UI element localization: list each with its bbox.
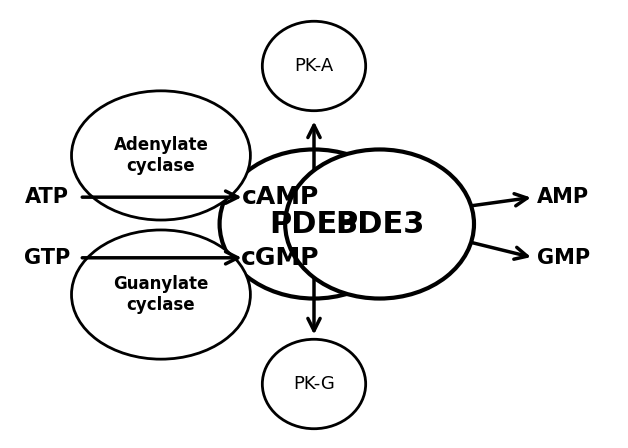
Text: GMP: GMP — [537, 248, 590, 268]
Ellipse shape — [72, 230, 251, 359]
Ellipse shape — [72, 91, 251, 220]
Text: PK-A: PK-A — [295, 57, 333, 75]
Text: AMP: AMP — [538, 187, 590, 207]
Ellipse shape — [285, 150, 474, 298]
Text: PDE3: PDE3 — [269, 210, 359, 238]
Text: GTP: GTP — [23, 248, 70, 268]
Ellipse shape — [263, 21, 365, 111]
Text: cGMP: cGMP — [241, 246, 320, 270]
Ellipse shape — [220, 150, 408, 298]
Text: PK-G: PK-G — [293, 375, 335, 393]
Text: Adenylate
cyclase: Adenylate cyclase — [114, 136, 208, 175]
Text: ATP: ATP — [24, 187, 68, 207]
Text: Guanylate
cyclase: Guanylate cyclase — [113, 275, 208, 314]
Text: PDE3: PDE3 — [335, 210, 425, 238]
Ellipse shape — [263, 339, 365, 429]
Text: cAMP: cAMP — [242, 185, 319, 209]
